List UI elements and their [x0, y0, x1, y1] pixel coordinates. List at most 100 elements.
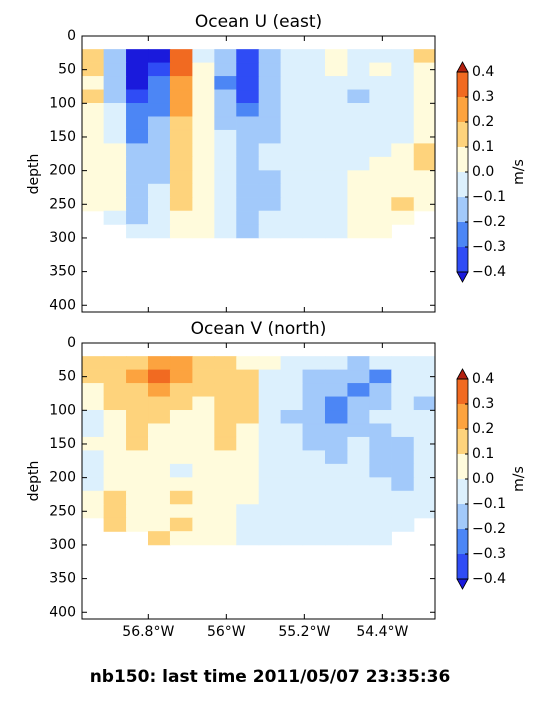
contour-cell — [236, 356, 260, 371]
contour-cell — [192, 463, 215, 478]
contour-cell — [413, 49, 436, 64]
contour-cell — [148, 103, 171, 118]
contour-cell — [391, 197, 415, 212]
contour-cell — [258, 103, 282, 118]
contour-cell — [214, 423, 237, 438]
contour-cell — [369, 116, 392, 131]
contour-cell — [258, 116, 282, 131]
contour-cell — [169, 436, 193, 452]
colorbar-label: m/s — [511, 466, 527, 492]
y-axis-label: depth — [26, 461, 42, 502]
contour-cell — [258, 183, 282, 198]
contour-cell — [302, 103, 326, 118]
contour-cell — [391, 170, 415, 185]
contour-cell — [391, 210, 415, 225]
contour-cell — [369, 490, 392, 505]
contour-cell — [324, 423, 349, 438]
contour-cell — [347, 143, 370, 158]
contour-cell — [302, 156, 326, 171]
contour-cell — [369, 210, 392, 225]
colorbar-band — [457, 554, 468, 579]
contour-cell — [413, 410, 436, 425]
contour-cell — [169, 423, 193, 438]
contour-cell — [192, 156, 215, 171]
contour-cell — [126, 410, 149, 425]
y-tick-label: 150 — [49, 436, 76, 452]
contour-cell — [258, 383, 282, 398]
contour-cell — [347, 531, 370, 546]
contour-cell — [214, 49, 237, 64]
contour-cell — [148, 183, 171, 198]
y-tick-label: 50 — [58, 369, 76, 385]
contour-cell — [103, 156, 127, 171]
contour-cell — [280, 197, 304, 212]
contour-cell — [302, 369, 326, 384]
contour-cell — [302, 170, 326, 185]
contour-cell — [413, 463, 436, 478]
contour-cell — [324, 62, 349, 77]
contour-cell — [192, 410, 215, 425]
contour-cell — [192, 504, 215, 519]
contour-cell — [81, 156, 105, 171]
contour-cell — [148, 49, 171, 64]
colorbar-tick-label: −0.1 — [472, 496, 506, 512]
contour-cell — [103, 183, 127, 198]
y-tick-label: 0 — [67, 28, 76, 44]
contour-cell — [280, 531, 304, 546]
contour-cell — [258, 210, 282, 225]
plot-frame — [81, 35, 436, 313]
contour-cell — [236, 517, 260, 532]
contour-cell — [103, 103, 127, 118]
contour-cell — [103, 62, 127, 77]
contour-cell — [258, 156, 282, 171]
contour-cell — [169, 76, 193, 91]
contour-cell — [258, 436, 282, 452]
contour-cell — [258, 197, 282, 212]
contour-cell — [148, 356, 171, 371]
contour-cell — [258, 170, 282, 185]
contour-cell — [169, 183, 193, 198]
contour-cell — [81, 76, 105, 91]
contour-cell — [258, 463, 282, 478]
contour-cell — [347, 89, 370, 104]
y-tick-label: 250 — [49, 196, 76, 212]
contour-cell — [148, 531, 171, 546]
contour-cell — [302, 383, 326, 398]
contour-cell — [236, 490, 260, 505]
contour-cell — [103, 396, 127, 411]
contour-cell — [236, 396, 260, 411]
contour-cell — [192, 517, 215, 532]
contour-cell — [347, 224, 370, 239]
contour-cell — [103, 504, 127, 519]
contour-cell — [280, 356, 304, 371]
contour-cell — [369, 356, 392, 371]
contour-cell — [148, 436, 171, 452]
contour-cell — [302, 49, 326, 64]
contour-cell — [126, 103, 149, 118]
contour-cell — [81, 383, 105, 398]
colorbar-tick-label: −0.2 — [472, 521, 506, 537]
contour-cell — [258, 369, 282, 384]
contour-cell — [103, 369, 127, 384]
contour-cell — [169, 517, 193, 532]
contour-cell — [169, 197, 193, 212]
contour-cell — [347, 436, 370, 452]
contour-cell — [214, 197, 237, 212]
contour-cell — [258, 129, 282, 145]
contour-cell — [126, 197, 149, 212]
contour-cell — [369, 156, 392, 171]
chart-title: Ocean V (north) — [191, 319, 327, 339]
colorbar-band — [457, 247, 468, 272]
contour-cell — [280, 396, 304, 411]
contour-cell — [391, 383, 415, 398]
contour-cell — [302, 89, 326, 104]
contour-cell — [103, 463, 127, 478]
contour-cell — [214, 531, 237, 546]
contour-cell — [148, 396, 171, 411]
contour-cell — [324, 517, 349, 532]
contour-cell — [258, 490, 282, 505]
contour-cell — [236, 156, 260, 171]
contour-cell — [148, 210, 171, 225]
contour-cell — [192, 183, 215, 198]
